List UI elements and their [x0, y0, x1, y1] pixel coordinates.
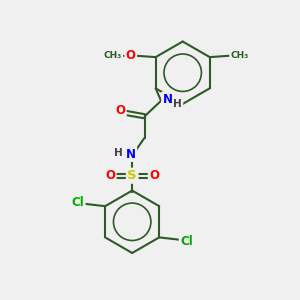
Text: Cl: Cl — [71, 196, 84, 209]
Text: Cl: Cl — [180, 235, 193, 248]
Text: O: O — [149, 169, 159, 182]
Text: O: O — [126, 49, 136, 62]
Text: H: H — [173, 99, 182, 109]
Text: N: N — [163, 93, 172, 106]
Text: CH₃: CH₃ — [104, 50, 122, 59]
Text: N: N — [126, 148, 136, 160]
Text: S: S — [128, 169, 137, 182]
Text: CH₃: CH₃ — [230, 50, 249, 59]
Text: H: H — [114, 148, 123, 158]
Text: O: O — [105, 169, 115, 182]
Text: O: O — [115, 104, 125, 117]
